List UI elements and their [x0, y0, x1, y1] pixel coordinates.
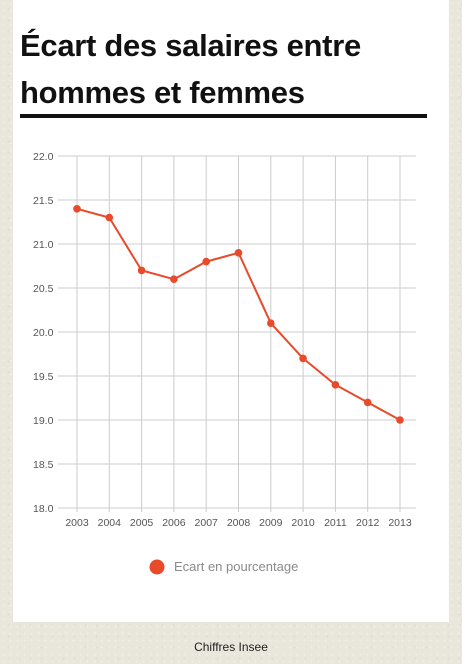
y-tick-label: 18.5 — [33, 459, 54, 471]
data-point[interactable] — [202, 257, 210, 266]
legend-marker — [149, 559, 165, 575]
chart-card — [13, 0, 449, 622]
x-tick-label: 2007 — [195, 517, 219, 529]
legend: Ecart en pourcentage — [149, 559, 298, 575]
y-tick-label: 20.5 — [33, 283, 54, 295]
y-axis-ticks: 22.0 21.5 21.0 20.5 20.0 19.5 19.0 18.5 18.0 — [33, 151, 54, 515]
data-point[interactable] — [73, 205, 81, 213]
x-tick-label: 2013 — [388, 517, 412, 529]
x-tick-label: 2004 — [98, 517, 122, 529]
data-point[interactable] — [170, 275, 178, 284]
x-tick-label: 2008 — [227, 517, 251, 529]
data-point[interactable] — [396, 416, 404, 424]
data-point[interactable] — [299, 354, 307, 363]
x-tick-label: 2011 — [324, 517, 347, 529]
title-rule — [20, 114, 427, 118]
x-tick-label: 2012 — [356, 517, 380, 529]
x-tick-label: 2006 — [162, 517, 186, 529]
x-axis-ticks: 2003 2004 2005 2006 2007 2008 2009 2010 2011 2012… — [65, 517, 412, 529]
data-point[interactable] — [331, 381, 340, 389]
x-tick-label: 2009 — [259, 517, 283, 529]
y-tick-label: 20.0 — [33, 327, 54, 339]
data-point[interactable] — [267, 319, 275, 328]
series-group — [73, 205, 404, 424]
horizontal-gridlines — [58, 155, 416, 509]
chart-title: Écart des salaires entre hommes et femme… — [20, 28, 361, 110]
y-tick-label: 21.0 — [33, 239, 54, 251]
y-tick-label: 18.0 — [33, 503, 54, 515]
data-point[interactable] — [363, 398, 372, 407]
source-note: Chiffres Insee — [194, 640, 268, 654]
y-tick-label: 22.0 — [33, 151, 54, 163]
x-tick-label: 2005 — [130, 517, 154, 529]
vertical-gridlines — [76, 156, 401, 512]
legend-label: Ecart en pourcentage — [174, 559, 298, 574]
y-tick-label: 21.5 — [33, 195, 54, 207]
data-point[interactable] — [137, 266, 146, 275]
data-point[interactable] — [234, 249, 243, 257]
y-tick-label: 19.5 — [33, 371, 54, 383]
x-tick-label: 2010 — [291, 517, 315, 529]
y-tick-label: 19.0 — [33, 415, 54, 427]
x-tick-label: 2003 — [65, 517, 89, 529]
data-point[interactable] — [105, 213, 114, 222]
